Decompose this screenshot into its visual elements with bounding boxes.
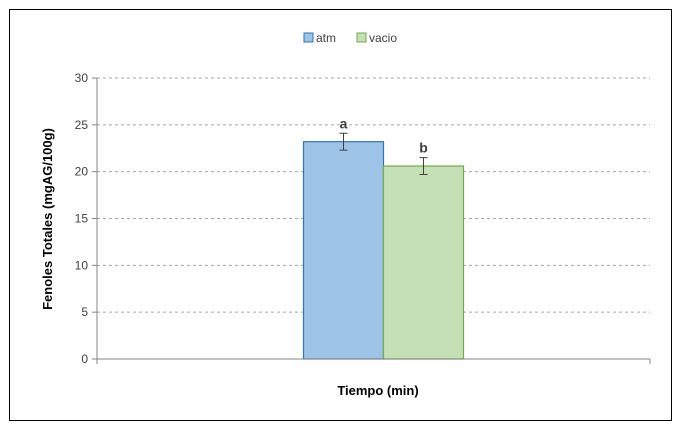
x-axis-title: Tiempo (min): [337, 383, 418, 398]
significance-label-atm: a: [340, 115, 348, 131]
y-tick-label: 15: [75, 212, 89, 226]
bar-atm: [302, 141, 385, 360]
y-axis-title: Fenoles Totales (mgAG/100g): [40, 128, 55, 310]
significance-label-vacio: b: [419, 140, 428, 156]
legend-swatch-atm: [303, 32, 314, 43]
legend-label-vacio: vacio: [369, 31, 397, 45]
y-tick-label: 10: [75, 258, 89, 272]
bar-vacio: [382, 165, 465, 360]
y-tick-label: 0: [81, 352, 88, 366]
legend: atm vacio: [303, 31, 397, 45]
y-tick-label: 25: [75, 118, 89, 132]
legend-swatch-vacio: [356, 32, 367, 43]
legend-label-atm: atm: [316, 31, 336, 45]
y-tick-label: 20: [75, 165, 89, 179]
y-tick-label: 30: [75, 71, 89, 85]
axes: [96, 78, 651, 364]
y-tick-labels: 0 5 10 15 20 25 30: [75, 71, 97, 366]
bars: ab: [302, 115, 465, 360]
y-tick-label: 5: [81, 305, 88, 319]
